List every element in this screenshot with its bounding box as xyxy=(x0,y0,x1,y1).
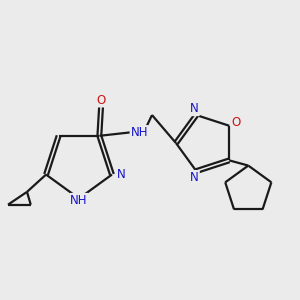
Text: O: O xyxy=(232,116,241,129)
Text: NH: NH xyxy=(130,126,148,139)
Text: N: N xyxy=(190,102,199,115)
Text: N: N xyxy=(190,171,199,184)
Text: O: O xyxy=(97,94,106,107)
Text: NH: NH xyxy=(70,194,88,207)
Text: N: N xyxy=(116,168,125,181)
